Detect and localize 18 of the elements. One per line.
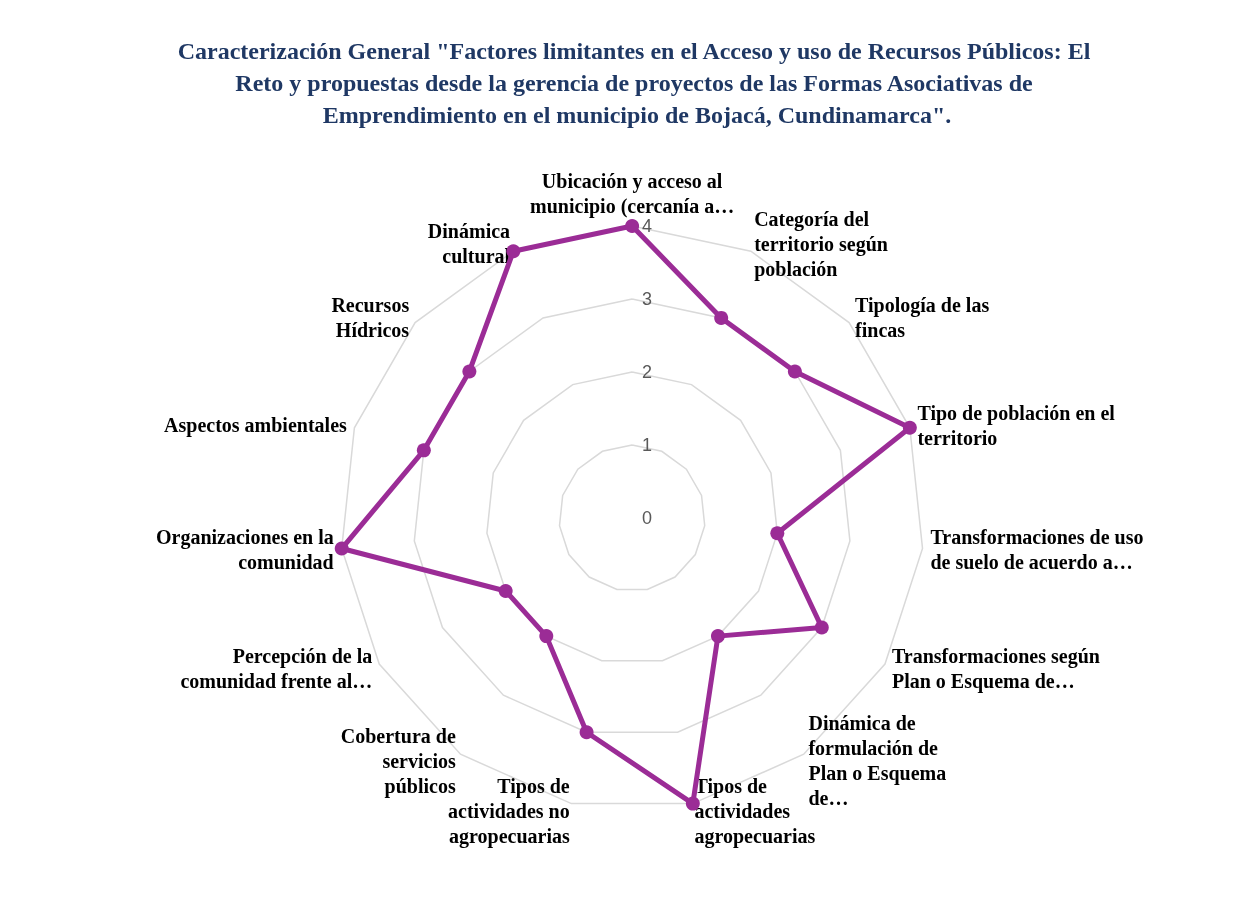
spoke-label: Aspectos ambientales — [164, 414, 348, 438]
spoke-label: Tipología de las fincas — [855, 293, 990, 341]
spoke-label: Categoría del territorio según población — [754, 207, 888, 281]
y-tick-label: 2 — [642, 362, 653, 382]
chart-title: Caracterización General "Factores limitantes en el Acceso y uso de Recursos Públicos: El Reto y propuestas desde la gerencia de proyectos de las Formas Asociativas de Emprendimiento en el municipio de Bojacá, Cundinamarca". — [177, 38, 1097, 128]
y-tick-label: 0 — [642, 508, 653, 528]
spoke-label: Transformaciones según Plan o Esquema de… — [891, 644, 1100, 693]
spoke-label: Percepción de la comunidad frente al… — [180, 644, 373, 692]
y-tick-label: 3 — [642, 289, 653, 309]
spoke-label: Tipo de población en el territorio — [917, 401, 1116, 449]
spoke-label: Organizaciones en la comunidad — [155, 525, 334, 573]
spoke-label: Transformaciones de uso de suelo de acuerdo a… — [930, 525, 1144, 573]
spoke-label: Dinámica de formulación de Plan o Esquema de… — [808, 712, 947, 810]
spoke-label: Recursos Hídricos — [331, 293, 410, 341]
y-tick-label: 4 — [642, 216, 653, 236]
y-tick-label: 1 — [642, 435, 653, 455]
spoke-label: Dinámica cultural — [427, 220, 511, 268]
spoke-label: Ubicación y acceso al municipio (cercanía a… — [530, 169, 735, 218]
